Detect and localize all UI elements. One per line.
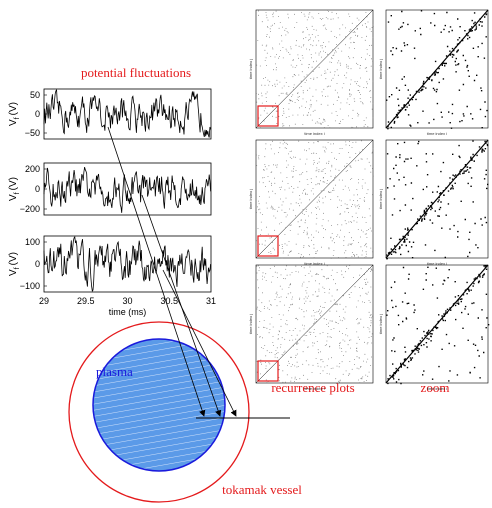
- plasma: [92, 338, 226, 472]
- subscript: f: [14, 117, 21, 119]
- rp-x-label: time index i: [304, 131, 324, 136]
- y-tick-label: 0: [35, 109, 40, 119]
- x-tick-label: 29.5: [77, 296, 95, 306]
- label: zoom: [421, 380, 450, 395]
- rp-x-label: time index i: [427, 386, 447, 391]
- x-tick-label: 30: [122, 296, 132, 306]
- zoom-box: [257, 235, 279, 257]
- symbol: V: [8, 269, 19, 276]
- rp-y-label: time index j: [248, 59, 253, 79]
- y-tick-label: −100: [20, 281, 40, 291]
- rp-points: [386, 265, 490, 385]
- y-tick-label: 100: [25, 237, 40, 247]
- signal: [43, 166, 211, 213]
- rp-y-label: time index j: [378, 59, 383, 79]
- y-axis-label: Vf (V): [8, 177, 21, 201]
- x-tick-label: 29: [39, 296, 49, 306]
- rp-x-label: time index i: [427, 261, 447, 266]
- plot-frame: [43, 88, 212, 140]
- rp-x-label: time index i: [304, 386, 324, 391]
- rp-x-label: time index i: [427, 131, 447, 136]
- y-tick-label: −200: [20, 204, 40, 214]
- rp-y-label: time index j: [248, 314, 253, 334]
- unit: (V): [8, 177, 19, 190]
- signal: [43, 88, 211, 138]
- x-axis-label: time (ms): [109, 307, 147, 317]
- rp-points: [386, 10, 488, 130]
- vessel: [68, 321, 250, 503]
- label: tokamak vessel: [222, 482, 302, 497]
- y-tick-label: 200: [25, 164, 40, 174]
- rp-points: [386, 140, 489, 260]
- zoom-box: [257, 105, 279, 127]
- unit: (V): [8, 252, 19, 265]
- label: potential fluctuations: [81, 65, 191, 80]
- rp-diagonal: [255, 139, 374, 259]
- unit: (V): [8, 102, 19, 115]
- x-tick-label: 31: [206, 296, 216, 306]
- subscript: f: [14, 192, 21, 194]
- y-tick-label: 0: [35, 184, 40, 194]
- y-axis-label: Vf (V): [8, 252, 21, 276]
- rp-y-label: time index j: [378, 189, 383, 209]
- symbol: V: [8, 119, 19, 126]
- label: plasma: [96, 364, 133, 379]
- rp-x-label: time index i: [304, 261, 324, 266]
- label: recurrence plots: [271, 380, 354, 395]
- y-tick-label: −50: [25, 128, 40, 138]
- rp-y-label: time index j: [378, 314, 383, 334]
- rp-diagonal: [255, 9, 374, 129]
- rp-y-label: time index j: [248, 189, 253, 209]
- y-tick-label: 0: [35, 259, 40, 269]
- zoom-box: [257, 360, 279, 382]
- signal: [43, 236, 211, 292]
- y-axis-label: Vf (V): [8, 102, 21, 126]
- rp-diagonal: [255, 264, 374, 384]
- x-tick-label: 30.5: [160, 296, 178, 306]
- y-tick-label: 50: [30, 90, 40, 100]
- subscript: f: [14, 267, 21, 269]
- symbol: V: [8, 194, 19, 201]
